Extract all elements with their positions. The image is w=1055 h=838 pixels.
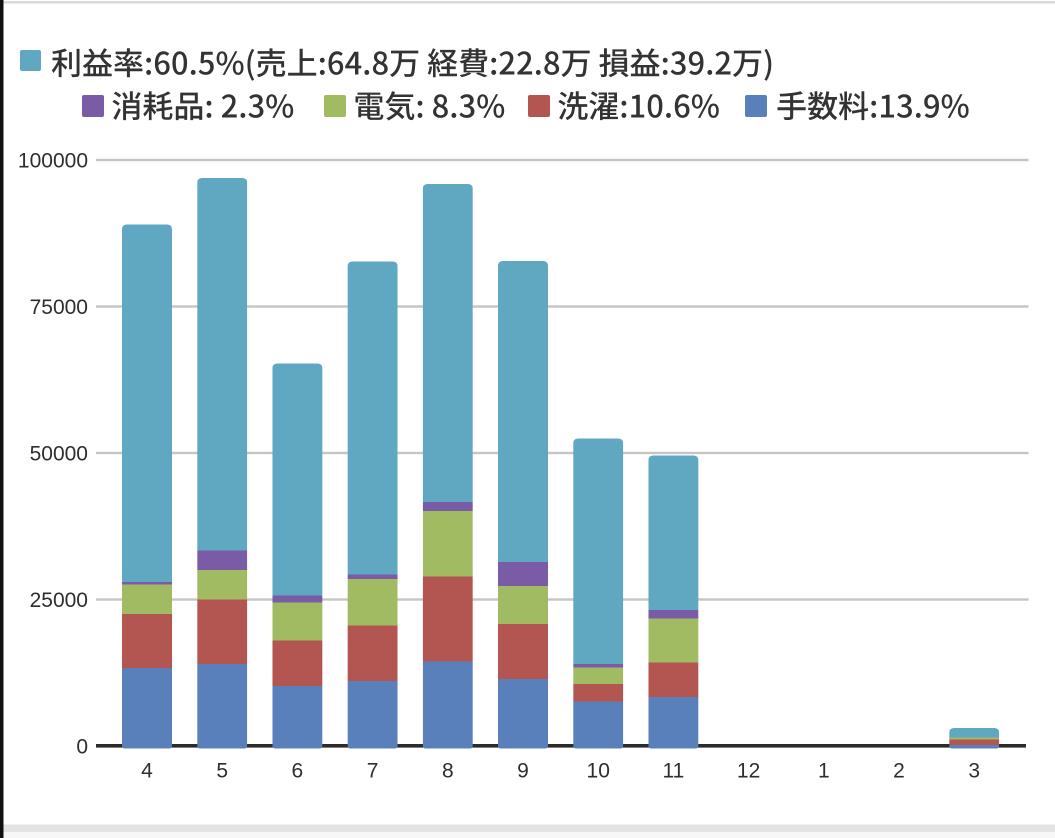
- svg-text:1: 1: [818, 760, 830, 783]
- svg-text:12: 12: [737, 760, 760, 783]
- svg-text:100000: 100000: [18, 150, 88, 173]
- svg-text:0: 0: [76, 735, 88, 758]
- svg-text:7: 7: [367, 760, 379, 783]
- svg-text:50000: 50000: [30, 443, 88, 466]
- svg-text:10: 10: [587, 760, 610, 783]
- svg-text:6: 6: [292, 760, 304, 783]
- svg-text:3: 3: [968, 760, 980, 783]
- svg-text:9: 9: [517, 760, 529, 783]
- svg-text:2: 2: [893, 760, 905, 783]
- svg-text:8: 8: [442, 760, 454, 783]
- svg-text:75000: 75000: [30, 296, 88, 319]
- svg-text:11: 11: [662, 760, 684, 783]
- svg-text:4: 4: [141, 760, 153, 783]
- svg-text:25000: 25000: [30, 589, 88, 612]
- svg-text:5: 5: [216, 760, 228, 783]
